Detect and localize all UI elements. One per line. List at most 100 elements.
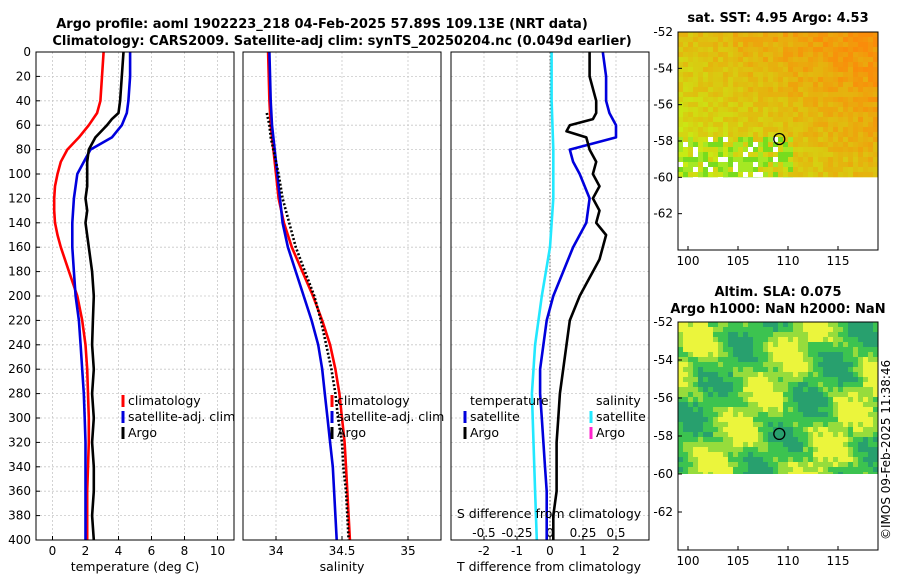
map-cells [678,322,878,474]
salinity-xlabel: salinity [320,559,365,574]
legend-salinity-title: salinity [596,393,641,408]
y-tick-label: 40 [16,94,31,108]
y-tick-label: 280 [8,387,31,401]
series-group [530,52,618,540]
series-line-s-satellite [530,52,555,540]
series-group [265,52,352,540]
temperature-xlabel: temperature (deg C) [71,559,200,574]
y-tick-label: 300 [8,411,31,425]
map-x-tick-label: 115 [827,554,850,568]
x-tick-label: 2 [612,544,620,558]
map-y-tick-label: -58 [653,134,673,148]
x-tick-label: 2 [82,544,90,558]
x-tick-label: 6 [148,544,156,558]
legend-climatology-label: climatology [128,393,201,408]
series-line-t-argo [551,52,608,540]
series-group [52,52,132,540]
map-cells [678,32,878,178]
y-tick-label: 340 [8,460,31,474]
map-x-tick-label: 100 [677,254,700,268]
argo-location-marker [773,427,786,441]
difference-xlabel-top: S difference from climatology [457,506,642,521]
x-tick-label: 4 [115,544,123,558]
y-tick-label: 320 [8,435,31,449]
legend-argo-label: Argo [337,425,366,440]
map-x-tick-label: 110 [777,554,800,568]
map-y-tick-label: -60 [653,170,673,184]
x-tick-label: 0 [546,544,554,558]
legend-s-satellite-label: satellite [596,409,646,424]
y-tick-label: 220 [8,313,31,327]
series-line-argo [84,52,125,540]
legend-satellite-label: satellite-adj. clim [337,409,444,424]
y-tick-label: 0 [23,45,31,59]
copyright-label: ©IMOS 09-Feb-2025 11:38:46 [879,360,893,540]
y-tick-label: 60 [16,118,31,132]
map-frame [677,31,879,251]
plot-frame [242,51,442,541]
y-tick-label: 20 [16,69,31,83]
x-top-tick-label: 0.25 [570,526,597,540]
map-y-tick-label: -52 [653,315,673,329]
sla-map: 100 105 110 115 -52 -54 -56 -58 -60 -62 [653,315,879,568]
temperature-legend: climatology satellite-adj. clim Argo [121,393,235,440]
map-y-tick-label: -60 [653,467,673,481]
map-x-tick-label: 115 [827,254,850,268]
legend-t-satellite-label: satellite [470,409,520,424]
argo-location-marker [773,132,786,146]
map-y-tick-label: -58 [653,429,673,443]
y-tick-label: 160 [8,240,31,254]
x-tick-label: 8 [181,544,189,558]
difference-legend: temperature satellite Argo salinity sate… [463,393,646,440]
x-tick-label: -2 [478,544,490,558]
series-line-climatology [52,52,105,540]
figure-title-line1: Argo profile: aoml 1902223_218 04-Feb-20… [56,17,588,32]
map-frame [677,321,879,551]
sst-map: 100 105 110 115 -52 -54 -56 -58 -60 -62 [653,25,879,268]
plot-frame [450,51,650,541]
legend-temperature-title: temperature [470,393,549,408]
x-tick-label: -1 [511,544,523,558]
map-x-tick-label: 110 [777,254,800,268]
map-y-tick-label: -56 [653,98,673,112]
y-tick-label: 180 [8,265,31,279]
legend-argo-label: Argo [128,425,157,440]
y-tick-label: 80 [16,143,31,157]
difference-xlabel: T difference from climatology [456,559,642,574]
salinity-legend: climatology satellite-adj. clim Argo [330,393,444,440]
map-y-tick-label: -62 [653,505,673,519]
y-tick-label: 240 [8,338,31,352]
map-x-tick-label: 105 [727,554,750,568]
x-tick-label: 35 [400,544,415,558]
legend-climatology-label: climatology [337,393,410,408]
y-tick-label: 120 [8,191,31,205]
series-line-argo [265,112,350,540]
legend-satellite-label: satellite-adj. clim [128,409,235,424]
map-y-tick-label: -54 [653,353,673,367]
temperature-panel: 0 2 4 6 8 10020406080100120140160180200220240… [8,45,235,558]
x-tick-label: 34 [268,544,283,558]
plot-frame [35,51,235,541]
x-tick-label: 34.5 [329,544,356,558]
map-y-tick-label: -62 [653,207,673,221]
map-y-tick-label: -52 [653,25,673,39]
y-tick-label: 360 [8,484,31,498]
legend-t-argo-label: Argo [470,425,499,440]
map-x-tick-label: 105 [727,254,750,268]
y-tick-label: 400 [8,533,31,547]
x-tick-label: 1 [579,544,587,558]
series-line-t-satellite [538,52,618,540]
x-top-tick-label: -0.5 [472,526,495,540]
series-line-satellite-adj-clim [71,52,132,540]
y-tick-label: 260 [8,362,31,376]
x-tick-label: 10 [210,544,225,558]
sla-map-title-line2: Argo h1000: NaN h2000: NaN [670,302,885,317]
map-y-tick-label: -54 [653,61,673,75]
map-y-tick-label: -56 [653,391,673,405]
y-tick-label: 200 [8,289,31,303]
legend-s-argo-label: Argo [596,425,625,440]
y-tick-label: 380 [8,509,31,523]
sst-map-title: sat. SST: 4.95 Argo: 4.53 [687,11,868,26]
difference-panel: -2 -1 0 1 2-0.5 -0.25 0 0.25 0.5 [450,51,650,558]
